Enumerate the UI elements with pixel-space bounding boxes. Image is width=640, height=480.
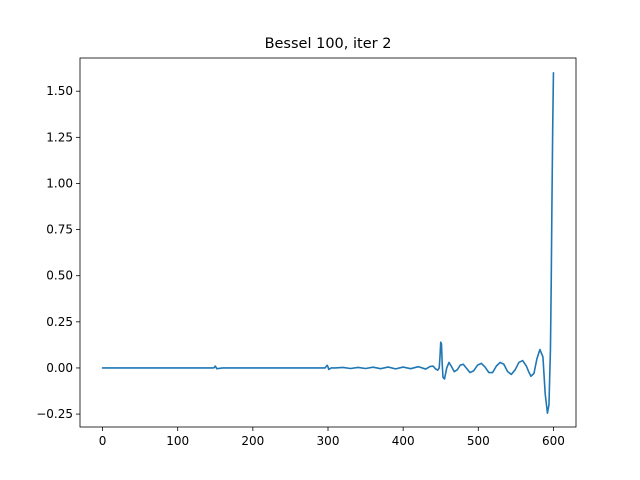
x-tick-label: 500 — [467, 434, 490, 448]
x-tick-label: 200 — [241, 434, 264, 448]
series-line — [101, 71, 555, 414]
y-tick-label: 0.75 — [46, 223, 73, 237]
x-tick-label: 100 — [166, 434, 189, 448]
y-tick-label: 0.25 — [46, 315, 73, 329]
x-tick-label: 300 — [317, 434, 340, 448]
y-tick-label: −0.25 — [36, 407, 73, 421]
y-tick-label: 0.00 — [46, 361, 73, 375]
x-tick-label: 400 — [392, 434, 415, 448]
y-tick-label: 0.50 — [46, 269, 73, 283]
y-axis: −0.25 0.00 0.25 0.50 0.75 1.00 1.25 1.50 — [36, 84, 80, 421]
y-tick-label: 1.25 — [46, 130, 73, 144]
x-tick-label: 0 — [99, 434, 107, 448]
y-tick-label: 1.00 — [46, 176, 73, 190]
x-tick-label: 600 — [542, 434, 565, 448]
chart-title: Bessel 100, iter 2 — [265, 36, 392, 52]
x-axis: 0 100 200 300 400 500 600 — [99, 427, 565, 448]
y-tick-label: 1.50 — [46, 84, 73, 98]
